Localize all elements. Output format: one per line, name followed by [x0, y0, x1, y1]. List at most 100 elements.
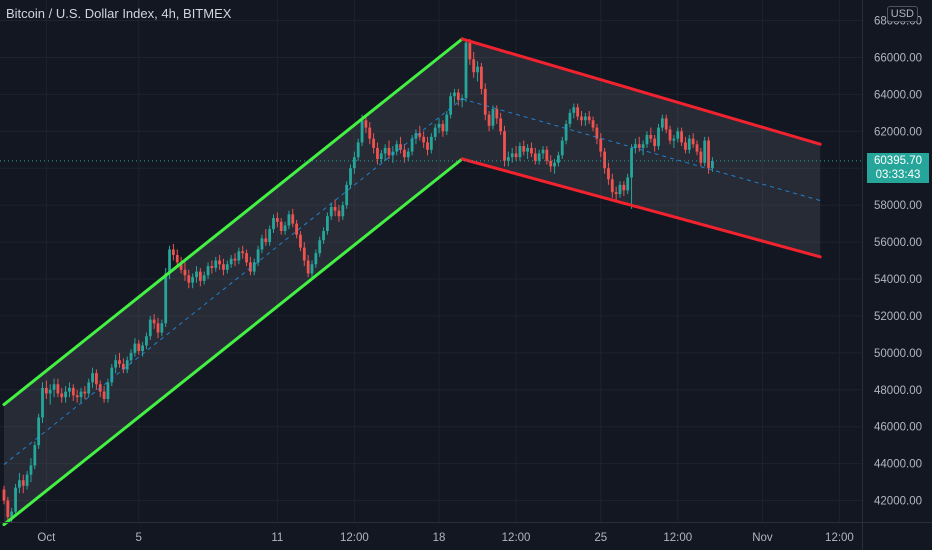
candle — [195, 266, 198, 283]
x-tick-label: 12:00 — [825, 532, 854, 544]
candle-body — [549, 160, 553, 167]
candle — [210, 260, 214, 274]
candle-body — [703, 140, 707, 163]
x-tick-label: 5 — [136, 532, 142, 544]
candle — [56, 378, 60, 398]
candle — [564, 120, 568, 145]
candle-body — [368, 127, 372, 139]
candle — [79, 387, 83, 403]
candle — [630, 144, 633, 209]
candle-body — [687, 138, 691, 150]
x-tick-label: Nov — [752, 532, 773, 544]
candle — [614, 186, 618, 202]
candle-body — [387, 147, 391, 156]
candle-body — [468, 42, 472, 60]
candle — [214, 256, 218, 272]
candle — [583, 112, 587, 126]
candle — [610, 173, 614, 198]
y-tick-label: 42000.00 — [874, 496, 922, 508]
candle — [44, 380, 48, 400]
candle-body — [114, 360, 118, 368]
candle-body — [133, 343, 137, 353]
candle — [491, 105, 495, 130]
candle — [345, 181, 349, 209]
candle — [302, 242, 306, 267]
candle-body — [506, 157, 510, 161]
candle — [645, 131, 649, 148]
candle — [472, 51, 476, 78]
candle — [64, 386, 67, 403]
candle-body — [456, 92, 460, 100]
candle-body — [676, 131, 680, 139]
candle-body — [252, 262, 256, 272]
candle-body — [110, 367, 114, 383]
candle — [545, 146, 549, 165]
candle — [533, 147, 537, 165]
candle — [641, 140, 645, 156]
candle — [549, 155, 553, 172]
candle-body — [410, 138, 414, 152]
x-tick-label: 12:00 — [502, 532, 531, 544]
candle — [530, 142, 533, 158]
candle — [25, 471, 29, 490]
candle-body — [514, 153, 518, 158]
candle-body — [634, 144, 637, 148]
bar-countdown: 03:33:43 — [875, 169, 921, 181]
candle-body — [206, 266, 210, 276]
candle-body — [356, 142, 360, 158]
candle — [560, 136, 564, 159]
candle-body — [349, 168, 352, 185]
candle — [337, 205, 341, 222]
candle — [272, 214, 275, 233]
candle-body — [48, 389, 52, 394]
candle — [406, 147, 410, 161]
candle — [422, 131, 426, 148]
candle-body — [583, 116, 587, 121]
candle — [133, 338, 137, 357]
candle — [618, 181, 622, 198]
candle-body — [560, 140, 564, 156]
candle — [541, 146, 545, 159]
candle — [291, 208, 295, 228]
candle — [237, 247, 241, 265]
candle — [687, 134, 691, 154]
candle-body — [106, 382, 110, 400]
x-tick-label: 11 — [271, 532, 283, 544]
currency-button[interactable]: USD — [886, 6, 918, 22]
candle — [71, 384, 75, 401]
candle-body — [526, 147, 529, 152]
candle — [364, 114, 368, 134]
y-tick-label: 44000.00 — [874, 459, 922, 471]
candle — [433, 123, 437, 141]
candle-body — [187, 275, 191, 283]
candle-body — [483, 88, 487, 115]
candle — [557, 151, 560, 167]
candle-body — [14, 487, 17, 512]
candle-body — [691, 138, 695, 145]
candle-body — [684, 142, 687, 150]
candle-body — [245, 253, 248, 263]
candle-body — [91, 373, 94, 383]
candle-body — [522, 146, 526, 152]
candle-body — [121, 363, 125, 370]
candle — [110, 363, 114, 387]
candle — [202, 271, 206, 285]
candle-body — [264, 238, 268, 243]
candle — [668, 125, 672, 145]
candle — [187, 269, 191, 289]
candle — [445, 110, 449, 135]
candle — [241, 245, 245, 259]
descending_channel-fill — [462, 38, 821, 257]
candle-body — [118, 360, 121, 364]
candle-body — [664, 118, 668, 130]
candle — [249, 256, 252, 276]
candle-body — [241, 251, 245, 254]
candle — [283, 221, 287, 235]
candle — [314, 249, 318, 268]
symbol-title: Bitcoin / U.S. Dollar Index, 4h, BITMEX — [6, 6, 232, 21]
candle — [129, 349, 133, 364]
candle-body — [18, 480, 21, 488]
candle-body — [695, 144, 699, 152]
